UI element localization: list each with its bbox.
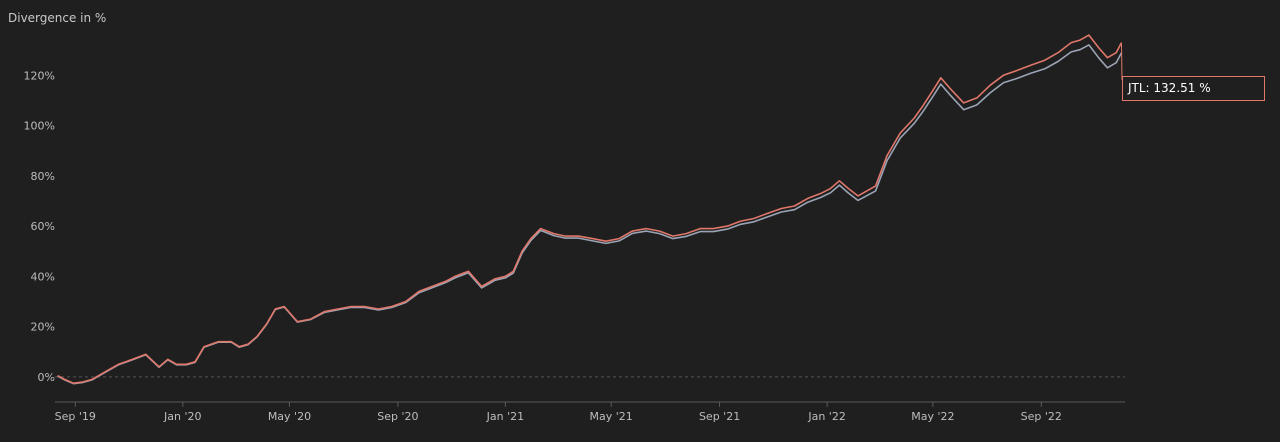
y-tick-label: 0% [38,371,55,384]
y-tick-label: 80% [31,170,55,183]
chart-title: Divergence in % [8,11,107,25]
x-tick-label: Jan '22 [807,410,845,423]
x-tick-label: May '21 [590,410,633,423]
x-tick-label: Sep '20 [377,410,418,423]
x-tick-label: Sep '19 [55,410,96,423]
series-line-jtl [57,34,1123,385]
series-line-comparison [57,44,1123,385]
series-layer [57,34,1123,385]
x-tick-label: May '22 [911,410,954,423]
x-tick-label: May '20 [268,410,311,423]
y-tick-label: 60% [31,220,55,233]
x-tick-label: Jan '21 [486,410,524,423]
y-tick-label: 20% [31,321,55,334]
y-axis-ticks: 0% 20% 40% 60% 80% 100% 120% [24,69,55,384]
x-tick-label: Sep '21 [699,410,740,423]
x-axis-ticks: Sep '19 Jan '20 May '20 Sep '20 Jan '21 May '… [55,402,1062,423]
x-tick-label: Jan '20 [163,410,201,423]
y-tick-label: 120% [24,69,55,82]
tooltip-pointer [1120,42,1123,81]
x-tick-label: Sep '22 [1021,410,1062,423]
tooltip-jtl: JTL: 132.51 % [1122,76,1265,101]
y-tick-label: 40% [31,270,55,283]
y-tick-label: 100% [24,120,55,133]
